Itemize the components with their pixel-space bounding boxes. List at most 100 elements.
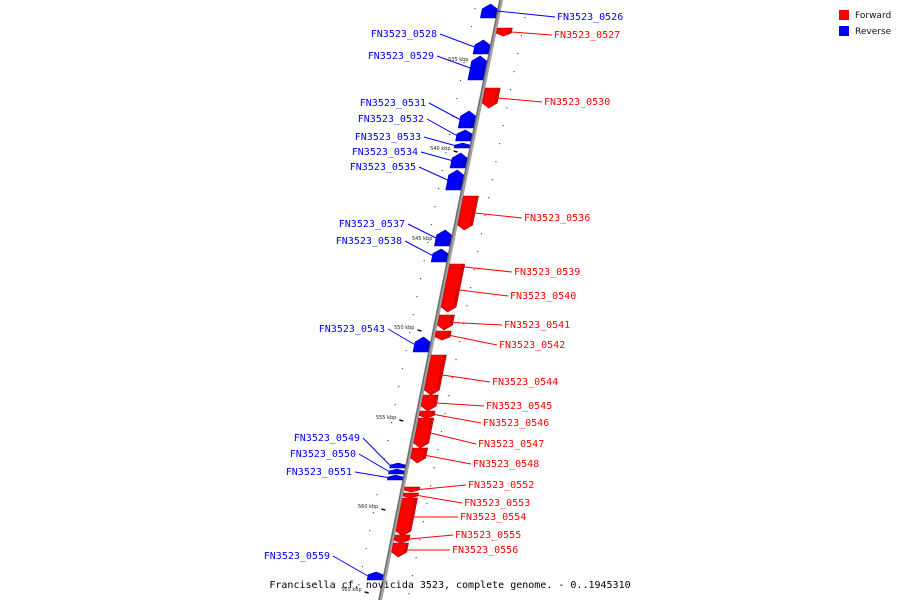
gene-glyph-FN3523_0541[interactable] <box>437 314 455 331</box>
gene-glyph-FN3523_0528[interactable] <box>472 39 491 55</box>
gene-label[interactable]: FN3523_0553 <box>464 498 530 509</box>
gene-label[interactable]: FN3523_0543 <box>319 324 385 335</box>
gene-label[interactable]: FN3523_0552 <box>468 480 534 491</box>
gene-label[interactable]: FN3523_0527 <box>554 30 620 41</box>
genome-axis-layer <box>377 0 504 600</box>
gene-label[interactable]: FN3523_0554 <box>460 512 526 523</box>
gene-glyph-FN3523_0545[interactable] <box>420 394 439 412</box>
gene-glyph-FN3523_0544[interactable] <box>424 354 447 396</box>
gene-label[interactable]: FN3523_0542 <box>499 340 565 351</box>
gene-label[interactable]: FN3523_0530 <box>544 97 610 108</box>
gene-label[interactable]: FN3523_0536 <box>524 213 590 224</box>
gene-arrow[interactable] <box>480 3 498 19</box>
gene-label[interactable]: FN3523_0555 <box>455 530 521 541</box>
gene-label[interactable]: FN3523_0545 <box>486 401 552 412</box>
gene-arrow[interactable] <box>386 474 404 481</box>
gene-label[interactable]: FN3523_0538 <box>336 236 402 247</box>
gene-shade <box>469 195 478 226</box>
gene-glyph-FN3523_0531[interactable] <box>457 110 476 129</box>
gene-arrow[interactable] <box>388 468 405 475</box>
gene-arrow[interactable] <box>430 248 449 263</box>
gene-glyph-FN3523_0532[interactable] <box>455 129 473 142</box>
minor-tick <box>474 8 476 10</box>
minor-tick <box>455 359 457 361</box>
gene-arrow[interactable] <box>453 142 471 149</box>
gene-glyph-FN3523_0540[interactable] <box>440 267 465 313</box>
gene-glyph-FN3523_0534[interactable] <box>449 152 468 169</box>
gene-glyph-FN3523_0529[interactable] <box>467 55 488 81</box>
gene-glyph-FN3523_0553[interactable] <box>402 492 419 499</box>
gene-glyph-FN3523_0551[interactable] <box>386 474 404 481</box>
gene-label[interactable]: FN3523_0534 <box>352 147 418 158</box>
gene-label[interactable]: FN3523_0551 <box>286 467 352 478</box>
gene-label[interactable]: FN3523_0548 <box>473 459 539 470</box>
gene-glyph-FN3523_0548[interactable] <box>410 447 429 464</box>
minor-tick <box>524 17 526 19</box>
minor-tick <box>473 269 475 271</box>
gene-leader-line <box>387 328 415 345</box>
minor-tick <box>441 170 443 172</box>
gene-label[interactable]: FN3523_0544 <box>492 377 558 388</box>
gene-label[interactable]: FN3523_0532 <box>358 114 424 125</box>
gene-label[interactable]: FN3523_0535 <box>350 162 416 173</box>
gene-leader-line <box>358 453 390 472</box>
gene-arrow[interactable] <box>389 462 406 469</box>
gene-glyph-FN3523_0535[interactable] <box>445 169 465 191</box>
gene-label[interactable]: FN3523_0529 <box>368 51 434 62</box>
minor-tick <box>383 458 385 460</box>
gene-glyph-FN3523_0527[interactable] <box>495 27 513 37</box>
gene-label[interactable]: FN3523_0559 <box>264 551 330 562</box>
gene-glyph-FN3523_0533[interactable] <box>453 142 471 149</box>
minor-tick <box>445 152 447 154</box>
gene-label[interactable]: FN3523_0537 <box>339 219 405 230</box>
gene-glyph-FN3523_0543[interactable] <box>412 336 431 353</box>
gene-glyph-FN3523_0554[interactable] <box>395 497 418 537</box>
gene-glyph-FN3523_0536[interactable] <box>457 195 479 231</box>
gene-glyph-FN3523_0556[interactable] <box>391 542 409 558</box>
minor-tick <box>520 35 522 37</box>
gene-glyph-FN3523_0538[interactable] <box>430 248 449 263</box>
gene-glyph-FN3523_0542[interactable] <box>434 330 452 341</box>
gene-label[interactable]: FN3523_0539 <box>514 267 580 278</box>
gene-arrow[interactable] <box>366 571 384 581</box>
gene-glyph-FN3523_0546[interactable] <box>418 410 436 419</box>
minor-tick <box>495 161 497 163</box>
minor-tick <box>451 377 454 379</box>
gene-label[interactable]: FN3523_0540 <box>510 291 576 302</box>
gene-shade <box>415 492 418 497</box>
gene-glyph-FN3523_0530[interactable] <box>481 87 501 109</box>
legend-reverse-label: Reverse <box>855 27 892 37</box>
minor-tick <box>509 89 512 91</box>
gene-arrow[interactable] <box>455 129 473 142</box>
gene-glyph-FN3523_0550[interactable] <box>388 468 405 475</box>
gene-label[interactable]: FN3523_0550 <box>290 449 356 460</box>
tick-layer: 535 kbp 540 kbp 545 kbp 550 kbp 555 kbp 560 k… <box>341 8 526 595</box>
gene-label[interactable]: FN3523_0528 <box>371 29 437 40</box>
gene-glyph-FN3523_0547[interactable] <box>413 417 435 449</box>
legend-forward-swatch <box>839 10 849 20</box>
tick-mark <box>453 150 458 153</box>
gene-glyph-FN3523_0555[interactable] <box>393 534 411 544</box>
gene-shade <box>422 447 427 459</box>
minor-tick <box>448 134 451 136</box>
gene-glyph-FN3523_0559[interactable] <box>366 571 384 581</box>
gene-leader-line <box>419 484 467 490</box>
gene-label[interactable]: FN3523_0556 <box>452 545 518 556</box>
gene-label[interactable]: FN3523_0526 <box>557 12 623 23</box>
gene-label[interactable]: FN3523_0547 <box>478 439 544 450</box>
gene-glyph-FN3523_0526[interactable] <box>480 3 498 19</box>
gene-arrow[interactable] <box>472 39 491 55</box>
gene-glyph-FN3523_0537[interactable] <box>434 229 452 247</box>
minor-tick <box>361 566 364 568</box>
gene-glyph-FN3523_0552[interactable] <box>403 486 421 493</box>
gene-label[interactable]: FN3523_0549 <box>294 433 360 444</box>
gene-label[interactable]: FN3523_0546 <box>483 418 549 429</box>
gene-label[interactable]: FN3523_0531 <box>360 98 426 109</box>
gene-label[interactable]: FN3523_0533 <box>355 132 421 143</box>
gene-glyph-FN3523_0549[interactable] <box>389 462 406 469</box>
tick-label: 555 kbp <box>376 415 396 421</box>
gene-leader-line <box>420 151 452 161</box>
genome-axis-line <box>377 0 504 600</box>
minor-tick <box>416 296 418 298</box>
gene-label[interactable]: FN3523_0541 <box>504 320 570 331</box>
